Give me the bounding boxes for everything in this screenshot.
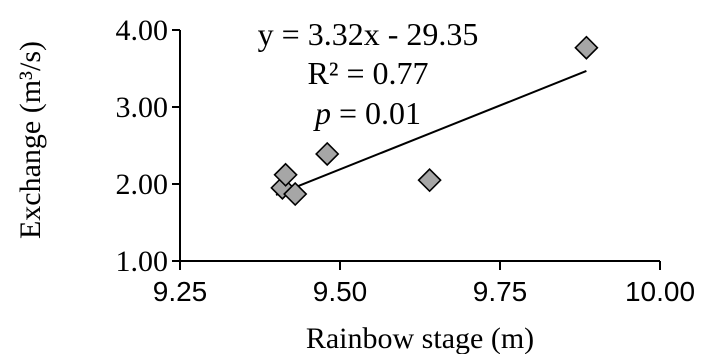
p-value-number: = 0.01 <box>331 95 421 131</box>
data-point <box>574 35 599 60</box>
data-point <box>417 168 442 193</box>
data-point <box>315 141 340 167</box>
y-tick-label: 2.00 <box>116 168 169 201</box>
x-axis-title: Rainbow stage (m) <box>306 322 534 354</box>
y-tick-label: 4.00 <box>116 14 169 47</box>
axes <box>172 29 661 270</box>
equation-annotation: y = 3.32x - 29.35 <box>258 16 479 52</box>
trendline <box>275 70 587 196</box>
data-points <box>270 35 599 207</box>
r-squared-annotation: R² = 0.77 <box>308 55 429 91</box>
y-tick-label: 1.00 <box>116 245 169 278</box>
p-value-symbol: p <box>313 95 331 131</box>
trendline-group <box>275 70 587 196</box>
data-point <box>283 181 308 207</box>
p-value-annotation: p = 0.01 <box>313 95 421 131</box>
tick-labels: 1.00 2.00 3.00 4.00 9.25 9.50 9.75 10.00 <box>116 14 696 307</box>
y-tick-label: 3.00 <box>116 91 169 124</box>
x-tick-label: 10.00 <box>625 276 695 307</box>
data-point <box>273 162 298 187</box>
x-tick-label: 9.25 <box>153 276 208 307</box>
x-tick-label: 9.50 <box>313 276 368 307</box>
x-tick-label: 9.75 <box>473 276 528 307</box>
y-axis-title: Exchange (m³/s) <box>14 41 47 239</box>
